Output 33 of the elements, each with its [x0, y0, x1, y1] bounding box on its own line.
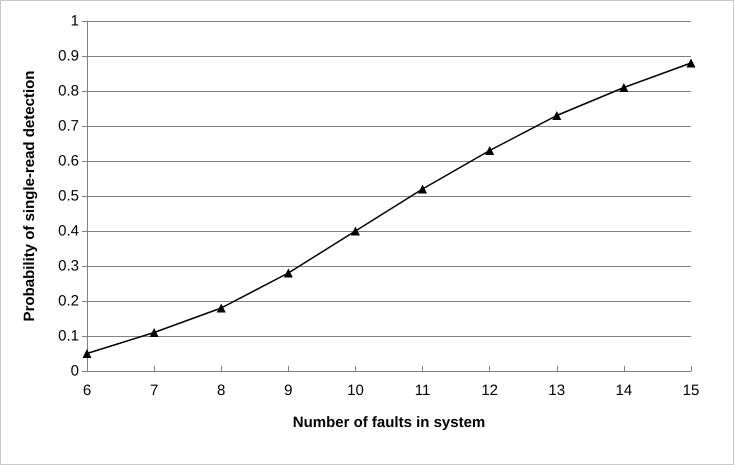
x-tick-label: 14 [616, 382, 632, 399]
x-tick-label: 13 [548, 382, 566, 399]
point [216, 304, 226, 312]
point [619, 83, 628, 92]
y-tick-label: 0.5 [58, 188, 79, 204]
point [686, 58, 696, 68]
y-tick-label: 0 [70, 362, 79, 380]
point [82, 349, 92, 358]
x-tick-label: 15 [682, 382, 700, 399]
y-tick-label: 0.3 [58, 258, 79, 274]
y-tick-label: 0.1 [58, 328, 79, 344]
point [418, 184, 428, 194]
y-tick-label: 0.4 [58, 222, 79, 240]
x-tick-label: 7 [150, 382, 158, 399]
point [552, 111, 562, 120]
x-tick-label: 11 [414, 382, 430, 399]
y-tick-label: 0.8 [58, 82, 79, 100]
y-tick-label: 0.6 [58, 152, 79, 170]
y-tick-label: 0.9 [58, 48, 79, 64]
x-tick-label: 9 [284, 382, 293, 399]
x-axis-title: Number of faults in system [292, 414, 486, 431]
y-tick-label: 1 [70, 12, 79, 30]
point [284, 268, 293, 278]
x-tick-label: 6 [82, 382, 92, 399]
y-axis-title: Probability of single-read detection [21, 70, 38, 322]
y-tick-label: 0.2 [58, 292, 79, 310]
x-tick-label: 12 [481, 382, 498, 399]
x-tick-label: 8 [217, 382, 226, 399]
x-tick-label: 10 [347, 382, 364, 399]
point [350, 226, 360, 236]
point [485, 146, 494, 155]
y-tick-label: 0.7 [58, 118, 79, 134]
point [150, 328, 159, 337]
